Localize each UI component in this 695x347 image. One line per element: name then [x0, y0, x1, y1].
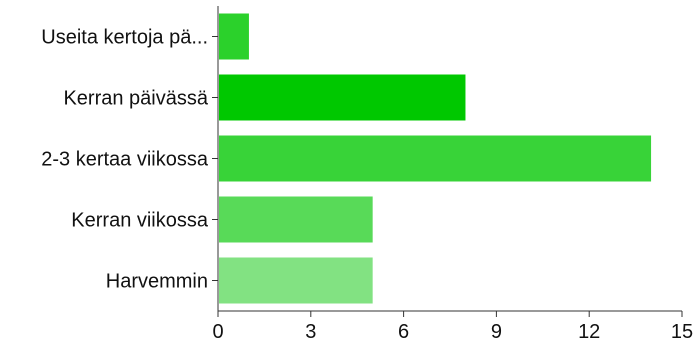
- category-label: Kerran päivässä: [63, 88, 208, 110]
- bar: [219, 13, 249, 60]
- x-axis-ticks: 0 3 6 9 12 15: [212, 311, 693, 343]
- x-tick-label: 3: [305, 321, 316, 343]
- x-tick-label: 9: [491, 321, 502, 343]
- category-label: 2-3 kertaa viikossa: [41, 149, 209, 171]
- category-label: Harvemmin: [106, 271, 208, 293]
- bars-group: [219, 13, 652, 304]
- category-labels: Useita kertoja pä... Kerran päivässä 2-3 k…: [41, 27, 209, 293]
- category-label: Useita kertoja pä...: [41, 27, 208, 49]
- y-axis-ticks: [212, 36, 218, 281]
- x-tick-label: 6: [398, 321, 409, 343]
- bar: [219, 257, 373, 304]
- bar: [219, 196, 373, 243]
- x-tick-label: 0: [212, 321, 223, 343]
- category-label: Kerran viikossa: [71, 210, 209, 232]
- x-tick-label: 12: [578, 321, 600, 343]
- bar: [219, 135, 652, 182]
- x-tick-label: 15: [671, 321, 693, 343]
- bar: [219, 74, 466, 121]
